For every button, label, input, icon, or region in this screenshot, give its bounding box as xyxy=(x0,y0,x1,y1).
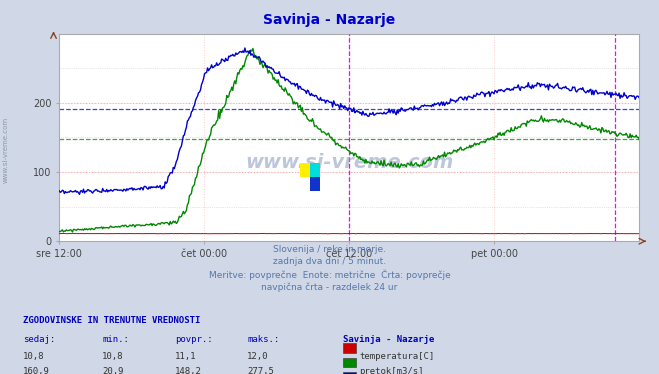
Text: 11,1: 11,1 xyxy=(175,352,196,361)
Text: povpr.:: povpr.: xyxy=(175,335,212,344)
Bar xyxy=(310,177,320,191)
Text: sedaj:: sedaj: xyxy=(23,335,55,344)
Text: 160,9: 160,9 xyxy=(23,367,50,374)
Text: maks.:: maks.: xyxy=(247,335,279,344)
Text: www.si-vreme.com: www.si-vreme.com xyxy=(245,153,453,172)
Bar xyxy=(300,163,310,177)
Text: Savinja - Nazarje: Savinja - Nazarje xyxy=(264,13,395,27)
Text: www.si-vreme.com: www.si-vreme.com xyxy=(2,117,9,183)
Text: Savinja - Nazarje: Savinja - Nazarje xyxy=(343,335,434,344)
Text: 277,5: 277,5 xyxy=(247,367,274,374)
Text: min.:: min.: xyxy=(102,335,129,344)
Text: 148,2: 148,2 xyxy=(175,367,202,374)
Text: 10,8: 10,8 xyxy=(102,352,124,361)
Text: pretok[m3/s]: pretok[m3/s] xyxy=(359,367,424,374)
Text: 20,9: 20,9 xyxy=(102,367,124,374)
Text: 12,0: 12,0 xyxy=(247,352,269,361)
Text: ZGODOVINSKE IN TRENUTNE VREDNOSTI: ZGODOVINSKE IN TRENUTNE VREDNOSTI xyxy=(23,316,200,325)
Text: Slovenija / reke in morje.
zadnja dva dni / 5 minut.
Meritve: povprečne  Enote: : Slovenija / reke in morje. zadnja dva dn… xyxy=(209,245,450,292)
Text: 10,8: 10,8 xyxy=(23,352,45,361)
Bar xyxy=(310,163,320,177)
Text: temperatura[C]: temperatura[C] xyxy=(359,352,434,361)
